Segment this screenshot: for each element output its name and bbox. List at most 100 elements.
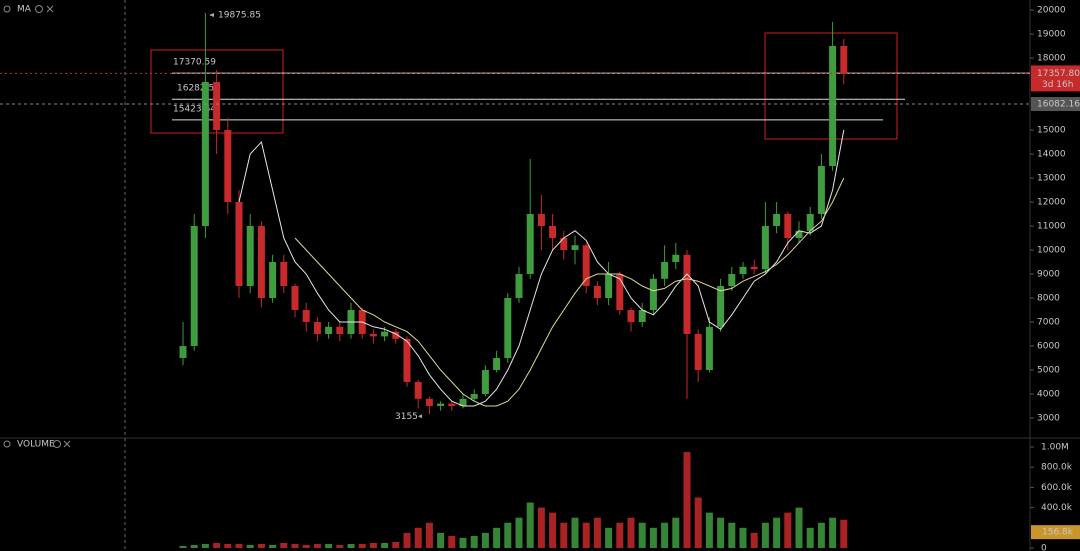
- volume-bar: [280, 542, 288, 548]
- candle-body: [627, 310, 635, 322]
- volume-bar: [224, 543, 232, 548]
- volume-bar: [817, 522, 825, 548]
- volume-bar: [750, 532, 758, 548]
- volume-bar: [649, 527, 657, 548]
- candle-body: [683, 254, 691, 334]
- candle-body: [459, 398, 467, 406]
- volume-bar: [302, 544, 310, 548]
- candle-body: [269, 262, 277, 298]
- close-icon[interactable]: [63, 440, 71, 448]
- candle-body: [560, 238, 568, 250]
- volume-bar: [672, 517, 680, 548]
- candle-body: [672, 254, 680, 262]
- volume-bar: [381, 542, 389, 548]
- volume-bar: [840, 519, 848, 548]
- candle-body: [705, 326, 713, 370]
- volume-badge: [1031, 525, 1080, 540]
- y-tick-label: 1.00M: [1041, 443, 1069, 453]
- candle-body: [213, 82, 221, 130]
- volume-bar: [213, 542, 221, 548]
- volume-bar: [504, 522, 512, 548]
- candle-body: [717, 286, 725, 327]
- volume-bar: [616, 522, 624, 548]
- volume-bar: [257, 543, 265, 548]
- volume-bar: [773, 517, 781, 548]
- candle-body: [784, 214, 792, 238]
- y-tick-label: 13000: [1037, 174, 1066, 184]
- eye-icon[interactable]: [3, 5, 11, 13]
- pane-title: MA: [17, 5, 32, 15]
- volume-bar: [291, 543, 299, 548]
- candle-body: [369, 334, 377, 337]
- candle-body: [582, 245, 590, 286]
- volume-bar: [470, 535, 478, 548]
- volume-bar: [638, 522, 646, 548]
- candle-body: [470, 394, 478, 399]
- volume-bar: [728, 522, 736, 548]
- y-tick-label: 10000: [1037, 246, 1066, 256]
- candle-body: [381, 331, 389, 337]
- volume-bar: [605, 527, 613, 548]
- y-tick-label: 8000: [1037, 294, 1060, 304]
- candle-body: [336, 326, 344, 334]
- volume-bar: [739, 527, 747, 548]
- volume-bar: [593, 517, 601, 548]
- volume-bar: [537, 507, 545, 548]
- y-tick-label: 6000: [1037, 342, 1060, 352]
- volume-bar: [448, 535, 456, 548]
- volume-bar: [179, 545, 187, 548]
- volume-bar: [694, 497, 702, 548]
- candle-body: [661, 262, 669, 279]
- candle-body: [616, 274, 624, 310]
- volume-bar: [571, 517, 579, 548]
- y-tick-label: 800.0k: [1041, 463, 1073, 473]
- volume-bar: [526, 502, 534, 548]
- candle-body: [201, 82, 209, 226]
- candle-body: [817, 166, 825, 214]
- level-label: 17370.59: [173, 58, 216, 68]
- eye-icon[interactable]: [3, 440, 11, 448]
- trough-pointer: [418, 414, 422, 419]
- candle-body: [403, 338, 411, 382]
- settings-icon[interactable]: [53, 440, 61, 448]
- volume-bar: [358, 543, 366, 548]
- volume-bar: [403, 532, 411, 548]
- candle-body: [829, 46, 837, 166]
- candle-body: [325, 326, 333, 334]
- y-tick-label: 9000: [1037, 270, 1060, 280]
- volume-bar: [313, 543, 321, 548]
- volume-bar: [325, 543, 333, 548]
- volume-bar: [705, 512, 713, 548]
- volume-bar: [269, 544, 277, 548]
- volume-bar: [661, 522, 669, 548]
- volume-bar: [627, 517, 635, 548]
- volume-bar: [515, 517, 523, 548]
- candle-body: [235, 202, 243, 286]
- candle-body: [750, 266, 758, 270]
- y-tick-label: 15000: [1037, 126, 1066, 136]
- y-tick-label: 19000: [1037, 30, 1066, 40]
- volume-bar: [459, 537, 467, 548]
- peak-label: 19875.85: [218, 10, 261, 20]
- candle-body: [739, 266, 747, 274]
- volume-bar: [582, 522, 590, 548]
- candle-body: [549, 226, 557, 238]
- candle-body: [257, 226, 265, 298]
- candle-body: [392, 331, 400, 339]
- candle-body: [313, 322, 321, 334]
- candle-body: [414, 382, 422, 399]
- volume-bar: [414, 527, 422, 548]
- level-label: 16282.59: [177, 84, 220, 94]
- candle-body: [806, 214, 814, 231]
- y-tick-label: 12000: [1037, 198, 1066, 208]
- candle-body: [246, 226, 254, 286]
- candle-body: [504, 298, 512, 358]
- close-icon[interactable]: [46, 5, 54, 13]
- candle-body: [425, 398, 433, 406]
- moving-average: [238, 129, 845, 407]
- volume-bar: [549, 512, 557, 548]
- volume-bar: [493, 527, 501, 548]
- y-tick-label: 18000: [1037, 54, 1066, 64]
- settings-icon[interactable]: [35, 5, 43, 13]
